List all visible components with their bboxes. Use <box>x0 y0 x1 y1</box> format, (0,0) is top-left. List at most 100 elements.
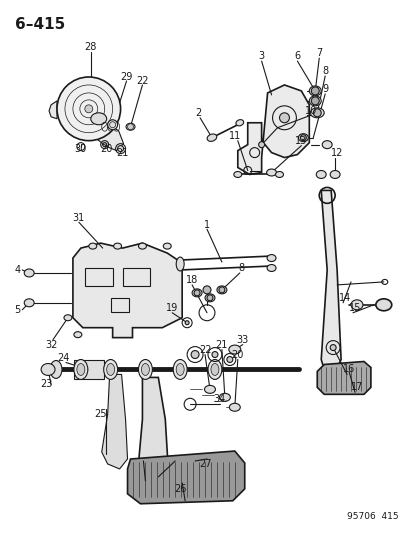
Text: 22: 22 <box>136 76 148 86</box>
Ellipse shape <box>138 360 152 379</box>
Text: 19: 19 <box>166 303 178 313</box>
Ellipse shape <box>173 360 187 379</box>
Text: 28: 28 <box>84 42 97 52</box>
Ellipse shape <box>211 364 218 375</box>
Ellipse shape <box>192 289 202 297</box>
Text: 2: 2 <box>195 108 201 118</box>
Ellipse shape <box>309 96 320 106</box>
Circle shape <box>226 357 232 362</box>
Circle shape <box>191 351 199 359</box>
Circle shape <box>279 113 289 123</box>
Ellipse shape <box>216 286 226 294</box>
Text: 8: 8 <box>321 66 328 76</box>
Text: 18: 18 <box>185 275 198 285</box>
Circle shape <box>330 345 335 351</box>
Ellipse shape <box>163 243 171 249</box>
Text: 1: 1 <box>204 220 209 230</box>
Circle shape <box>107 120 117 130</box>
Circle shape <box>202 286 211 294</box>
Text: 30: 30 <box>75 143 87 154</box>
Ellipse shape <box>204 385 215 393</box>
Text: 20: 20 <box>100 143 113 154</box>
Text: 4: 4 <box>14 265 20 275</box>
Text: 14: 14 <box>338 293 350 303</box>
Bar <box>85 268 112 286</box>
Ellipse shape <box>103 360 117 379</box>
Text: 6: 6 <box>294 51 300 61</box>
Text: 26: 26 <box>173 484 186 494</box>
Circle shape <box>127 124 133 130</box>
Ellipse shape <box>207 360 221 379</box>
Ellipse shape <box>206 134 216 141</box>
Bar <box>74 360 103 379</box>
Circle shape <box>57 77 120 141</box>
Polygon shape <box>49 101 57 119</box>
Text: 34: 34 <box>213 394 225 405</box>
Ellipse shape <box>88 243 97 249</box>
Ellipse shape <box>375 299 391 311</box>
Ellipse shape <box>64 315 72 321</box>
Text: 6–415: 6–415 <box>15 17 65 33</box>
Circle shape <box>194 290 199 296</box>
Ellipse shape <box>176 364 184 375</box>
Text: 8: 8 <box>238 263 244 273</box>
Ellipse shape <box>107 364 114 375</box>
Ellipse shape <box>24 299 34 307</box>
Ellipse shape <box>50 360 62 378</box>
Text: 21: 21 <box>116 148 128 158</box>
Text: 3: 3 <box>258 51 264 61</box>
Text: 31: 31 <box>73 213 85 223</box>
Ellipse shape <box>90 113 107 125</box>
Circle shape <box>206 295 212 301</box>
Polygon shape <box>237 85 309 174</box>
Text: 17: 17 <box>350 382 362 392</box>
Ellipse shape <box>350 300 362 310</box>
Text: 13: 13 <box>294 136 307 146</box>
Polygon shape <box>102 375 127 469</box>
Circle shape <box>211 352 217 358</box>
Circle shape <box>311 97 318 105</box>
Ellipse shape <box>204 294 214 302</box>
Ellipse shape <box>310 108 323 118</box>
Ellipse shape <box>309 86 320 96</box>
Ellipse shape <box>141 364 149 375</box>
Text: 27: 27 <box>198 459 211 469</box>
Text: 20: 20 <box>231 350 243 360</box>
Text: 5: 5 <box>14 305 20 315</box>
Ellipse shape <box>41 364 55 375</box>
Text: 9: 9 <box>321 84 328 94</box>
Ellipse shape <box>266 255 275 262</box>
Polygon shape <box>316 361 370 394</box>
Ellipse shape <box>266 169 276 176</box>
Polygon shape <box>138 377 168 481</box>
Circle shape <box>313 109 320 117</box>
Ellipse shape <box>77 364 85 375</box>
Circle shape <box>311 87 318 95</box>
Ellipse shape <box>113 243 121 249</box>
Ellipse shape <box>228 345 240 354</box>
Ellipse shape <box>330 171 339 179</box>
Ellipse shape <box>176 257 184 271</box>
Circle shape <box>258 142 264 148</box>
Text: 95706  415: 95706 415 <box>346 512 398 521</box>
Text: 23: 23 <box>40 379 52 390</box>
Polygon shape <box>127 451 244 504</box>
Ellipse shape <box>235 119 243 126</box>
Ellipse shape <box>138 243 146 249</box>
Text: 21: 21 <box>215 340 228 350</box>
Text: 16: 16 <box>342 365 354 375</box>
Ellipse shape <box>298 134 308 142</box>
Circle shape <box>117 146 123 151</box>
Ellipse shape <box>229 403 240 411</box>
Text: 25: 25 <box>94 409 107 419</box>
Ellipse shape <box>233 172 241 177</box>
Text: 32: 32 <box>45 340 57 350</box>
Ellipse shape <box>24 269 34 277</box>
Ellipse shape <box>266 264 275 271</box>
Circle shape <box>102 143 107 147</box>
Text: 12: 12 <box>330 148 342 158</box>
Polygon shape <box>93 119 123 151</box>
Circle shape <box>218 287 224 293</box>
Ellipse shape <box>321 141 331 149</box>
Ellipse shape <box>275 172 283 177</box>
